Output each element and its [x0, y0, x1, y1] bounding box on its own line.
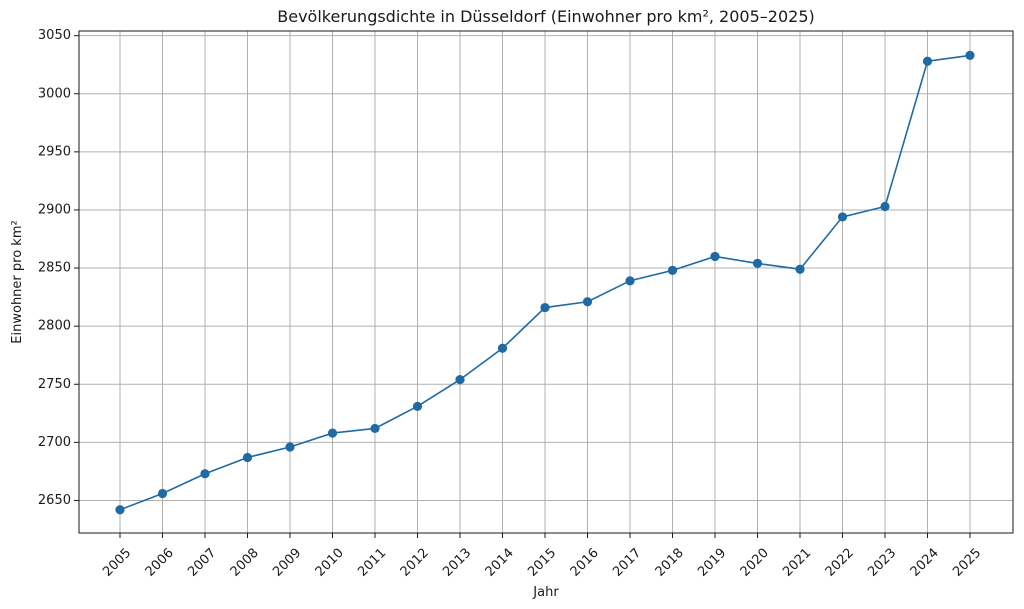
x-tick-label: 2016 [568, 546, 602, 580]
plot-frame [78, 30, 1014, 534]
x-tick-label: 2011 [355, 546, 389, 580]
x-tick-label: 2012 [398, 546, 432, 580]
data-point [795, 264, 805, 274]
x-tick-label: 2023 [865, 546, 899, 580]
data-point [157, 488, 168, 499]
series-layer [115, 50, 975, 515]
data-point [837, 212, 848, 222]
x-tick-label: 2009 [270, 546, 304, 580]
grid-layer [79, 31, 1013, 533]
x-tick-label: 2008 [228, 546, 262, 580]
data-point [880, 201, 890, 212]
data-point [497, 343, 508, 353]
x-tick-label: 2013 [440, 546, 474, 580]
data-point [370, 423, 380, 434]
data-point [752, 258, 763, 269]
y-tick-label: 2800 [38, 319, 71, 334]
x-tick-label: 2022 [823, 546, 857, 580]
y-tick-label: 2700 [38, 435, 71, 450]
x-tick-label: 2007 [185, 546, 219, 580]
data-point [922, 56, 933, 66]
y-axis-label: Einwohner pro km² [10, 220, 25, 343]
data-point [582, 297, 593, 307]
data-point [965, 50, 975, 61]
y-tick-label: 2900 [38, 202, 71, 217]
data-point [412, 401, 423, 411]
data-point [200, 469, 210, 479]
x-tick-label: 2015 [525, 546, 559, 580]
data-point [540, 302, 550, 313]
y-tick-label: 2850 [38, 261, 71, 276]
y-tick-label: 2950 [38, 144, 71, 159]
data-point [327, 428, 338, 438]
y-tick-label: 3050 [38, 28, 71, 43]
data-point [285, 442, 295, 452]
x-tick-label: 2006 [143, 546, 177, 580]
x-tick-label: 2018 [653, 546, 687, 580]
data-point [667, 265, 678, 275]
data-point [242, 452, 253, 463]
x-axis-label: Jahr [532, 585, 559, 600]
x-tick-label: 2019 [695, 546, 729, 580]
y-tick-label: 3000 [38, 86, 71, 101]
x-tick-label: 2010 [313, 546, 347, 580]
x-tick-label: 2005 [100, 546, 134, 580]
data-point [625, 276, 635, 286]
data-point [115, 505, 125, 515]
x-tick-label: 2021 [780, 546, 814, 580]
y-tick-label: 2750 [38, 377, 71, 392]
y-tick-label: 2650 [38, 493, 71, 508]
x-tick-label: 2020 [738, 546, 772, 580]
x-tick-label: 2014 [483, 546, 517, 580]
data-point [710, 251, 720, 262]
data-point [455, 375, 465, 385]
x-tick-label: 2024 [908, 546, 942, 580]
chart-title: Bevölkerungsdichte in Düsseldorf (Einwoh… [277, 7, 814, 26]
x-tick-label: 2017 [610, 546, 644, 580]
x-tick-label: 2025 [950, 546, 984, 580]
